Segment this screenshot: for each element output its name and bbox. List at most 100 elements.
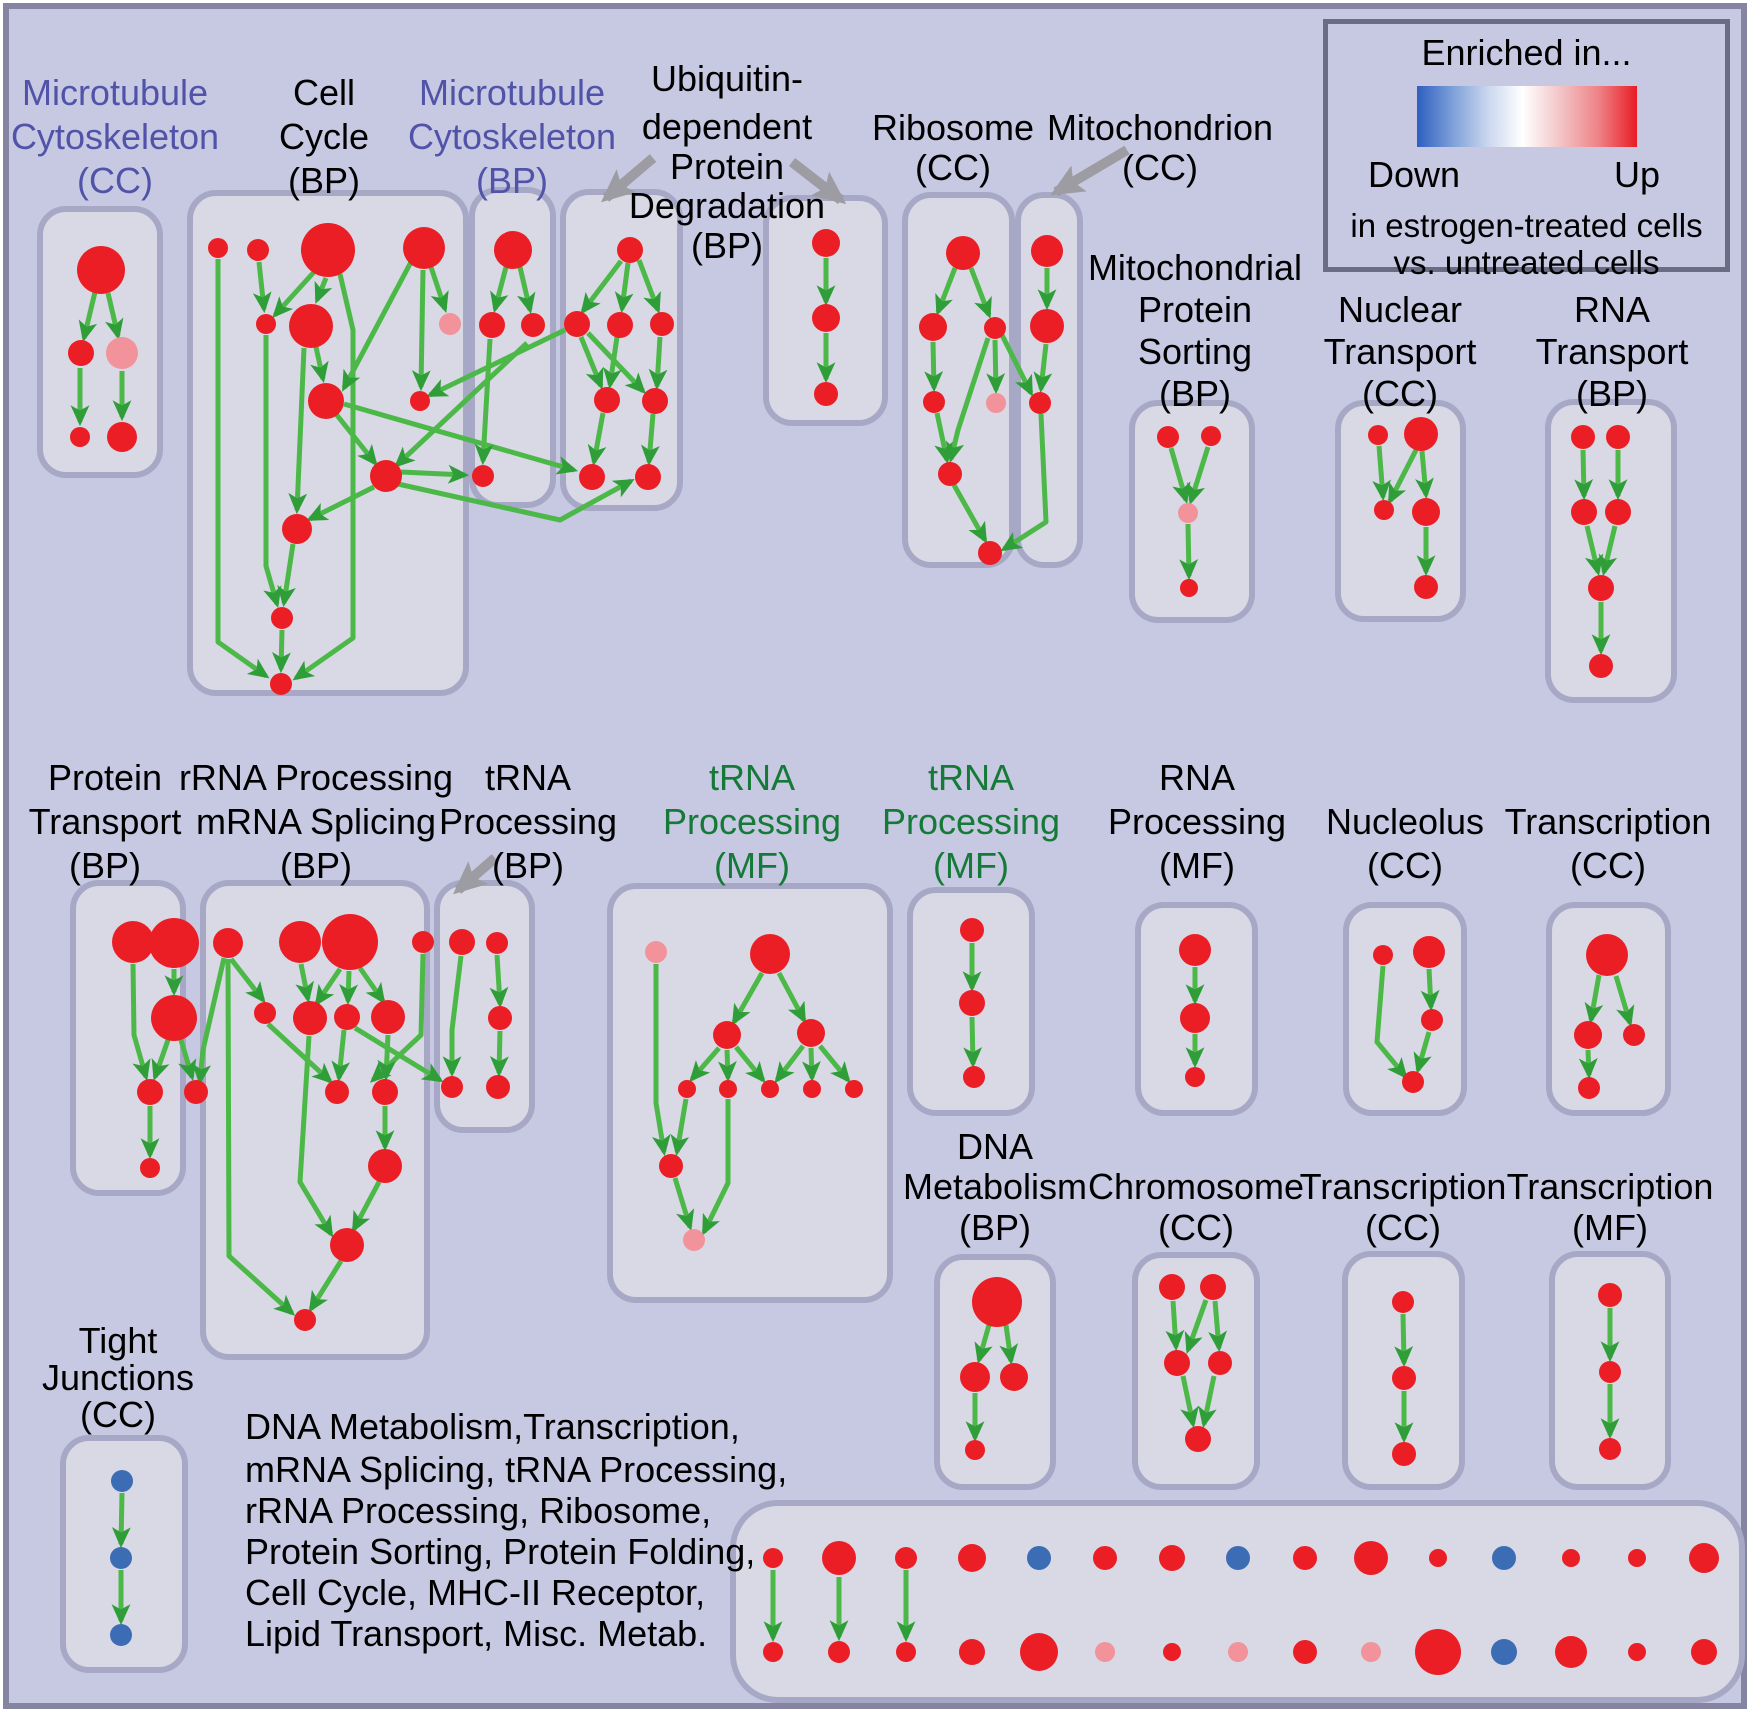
mixed-term-node-top [958, 1544, 986, 1572]
gray-arrow-ubiquitin-right-pointer [788, 158, 847, 205]
relation-arrow [924, 341, 944, 393]
go-term-node [919, 313, 947, 341]
go-term-node [564, 311, 590, 337]
cluster-label-ribosome-cc: Ribosome [872, 107, 1034, 148]
mixed-term-node-top [763, 1548, 783, 1568]
footnote-line: mRNA Splicing, tRNA Processing, [245, 1449, 787, 1490]
mixed-term-node-top [1689, 1543, 1719, 1573]
relation-arrow [1584, 974, 1604, 1025]
mixed-term-node-bottom [959, 1639, 985, 1665]
go-term-node [140, 1158, 160, 1178]
go-term-node [642, 388, 668, 414]
relation-arrow [636, 259, 661, 314]
go-term-node [797, 1019, 825, 1047]
go-term-node [683, 1229, 705, 1251]
go-term-node [1373, 945, 1393, 965]
cluster-label-tight-junctions-cc: Junctions [42, 1357, 194, 1398]
go-term-node [289, 304, 333, 348]
mixed-term-node-bottom [1555, 1636, 1587, 1668]
relation-arrow [351, 1180, 382, 1233]
cluster-label-mitochondrion-cc: (CC) [1122, 147, 1198, 188]
go-term-node [439, 313, 461, 335]
footnote-line: Protein Sorting, Protein Folding, [245, 1531, 755, 1572]
relation-arrow [400, 464, 470, 484]
cluster-label-trna-processing-mf-small: tRNA [928, 757, 1014, 798]
go-term-node [106, 337, 138, 369]
go-term-node [1412, 498, 1440, 526]
cluster-label-cell-cycle-bp: (BP) [288, 160, 360, 201]
go-term-node [322, 914, 378, 970]
relation-arrow [353, 1025, 444, 1083]
go-term-node [814, 382, 838, 406]
go-term-node [1392, 1442, 1416, 1466]
relation-arrow [1208, 1300, 1227, 1353]
relation-arrow [648, 336, 668, 391]
mixed-term-node-top [822, 1541, 856, 1575]
go-term-node [761, 1080, 779, 1098]
relation-arrow [986, 339, 1006, 395]
go-term-node [1402, 1071, 1424, 1093]
cluster-label-rna-processing-mf: Processing [1108, 801, 1286, 842]
go-term-node [1414, 575, 1438, 599]
cluster-label-rrna-processing-mrna-splicing-bp: mRNA Splicing [196, 801, 436, 842]
cluster-label-rna-processing-mf: RNA [1159, 757, 1235, 798]
relation-arrow [1033, 343, 1053, 394]
cluster-label-ubiquitin-degradation-bp: (BP) [691, 225, 763, 266]
mixed-term-node-bottom [1163, 1643, 1181, 1661]
cluster-label-dna-metabolism-bp: (BP) [959, 1207, 1031, 1248]
go-term-node [371, 1000, 405, 1034]
cluster-label-rna-transport-bp: RNA [1574, 289, 1650, 330]
cluster-label-trna-processing-bp: (BP) [492, 845, 564, 886]
relation-arrow [314, 277, 333, 304]
relation-arrow [292, 273, 356, 681]
go-term-node [1413, 936, 1445, 968]
go-term-node [579, 464, 605, 490]
go-term-node [946, 236, 980, 270]
go-term-node [247, 239, 269, 261]
go-term-node [1578, 1077, 1600, 1099]
relation-arrow [411, 269, 431, 392]
relation-arrow [377, 1034, 397, 1082]
relation-arrow [341, 260, 414, 392]
go-term-node [963, 1066, 985, 1088]
relation-arrow [1574, 449, 1594, 501]
mixed-term-node-bottom [828, 1641, 850, 1663]
relation-arrow [1179, 523, 1199, 581]
go-term-node [254, 1002, 276, 1024]
relation-arrow [343, 401, 579, 475]
relation-arrow [1598, 525, 1618, 577]
go-term-node [1605, 499, 1631, 525]
go-term-node [650, 312, 674, 336]
go-term-node [449, 929, 475, 955]
go-term-node [959, 990, 985, 1016]
cluster-label-dna-metabolism-bp: DNA [957, 1126, 1033, 1167]
cluster-label-microtubule-cytoskeleton-bp: Microtubule [419, 72, 605, 113]
go-term-node [960, 918, 984, 942]
mixed-term-node-bottom [1491, 1639, 1517, 1665]
relation-arrow [1165, 1300, 1185, 1352]
go-term-node [986, 393, 1006, 413]
go-term-node [678, 1080, 696, 1098]
relation-arrow [151, 1039, 171, 1081]
relation-arrow [734, 1045, 766, 1084]
go-term-node [112, 921, 154, 963]
go-term-node [1586, 934, 1628, 976]
go-term-node [1185, 1067, 1205, 1087]
go-term-node [1157, 426, 1179, 448]
cluster-label-microtubule-cytoskeleton-cc: (CC) [77, 160, 153, 201]
relation-arrow [288, 347, 308, 515]
relation-arrow [951, 483, 988, 544]
go-term-node [1589, 654, 1613, 678]
relation-arrow [266, 1022, 334, 1084]
cluster-label-ubiquitin-degradation-bp: Protein [670, 146, 784, 187]
cluster-label-trna-processing-mf-small: Processing [882, 801, 1060, 842]
relation-arrow [963, 1016, 983, 1069]
mixed-term-node-top [1429, 1549, 1447, 1567]
go-term-node [308, 383, 344, 419]
go-term-node [812, 304, 840, 332]
cluster-label-trna-processing-mf-large: Processing [663, 801, 841, 842]
relation-arrow [252, 261, 272, 314]
go-term-node [1185, 1426, 1211, 1452]
go-term-node [1201, 426, 1221, 446]
